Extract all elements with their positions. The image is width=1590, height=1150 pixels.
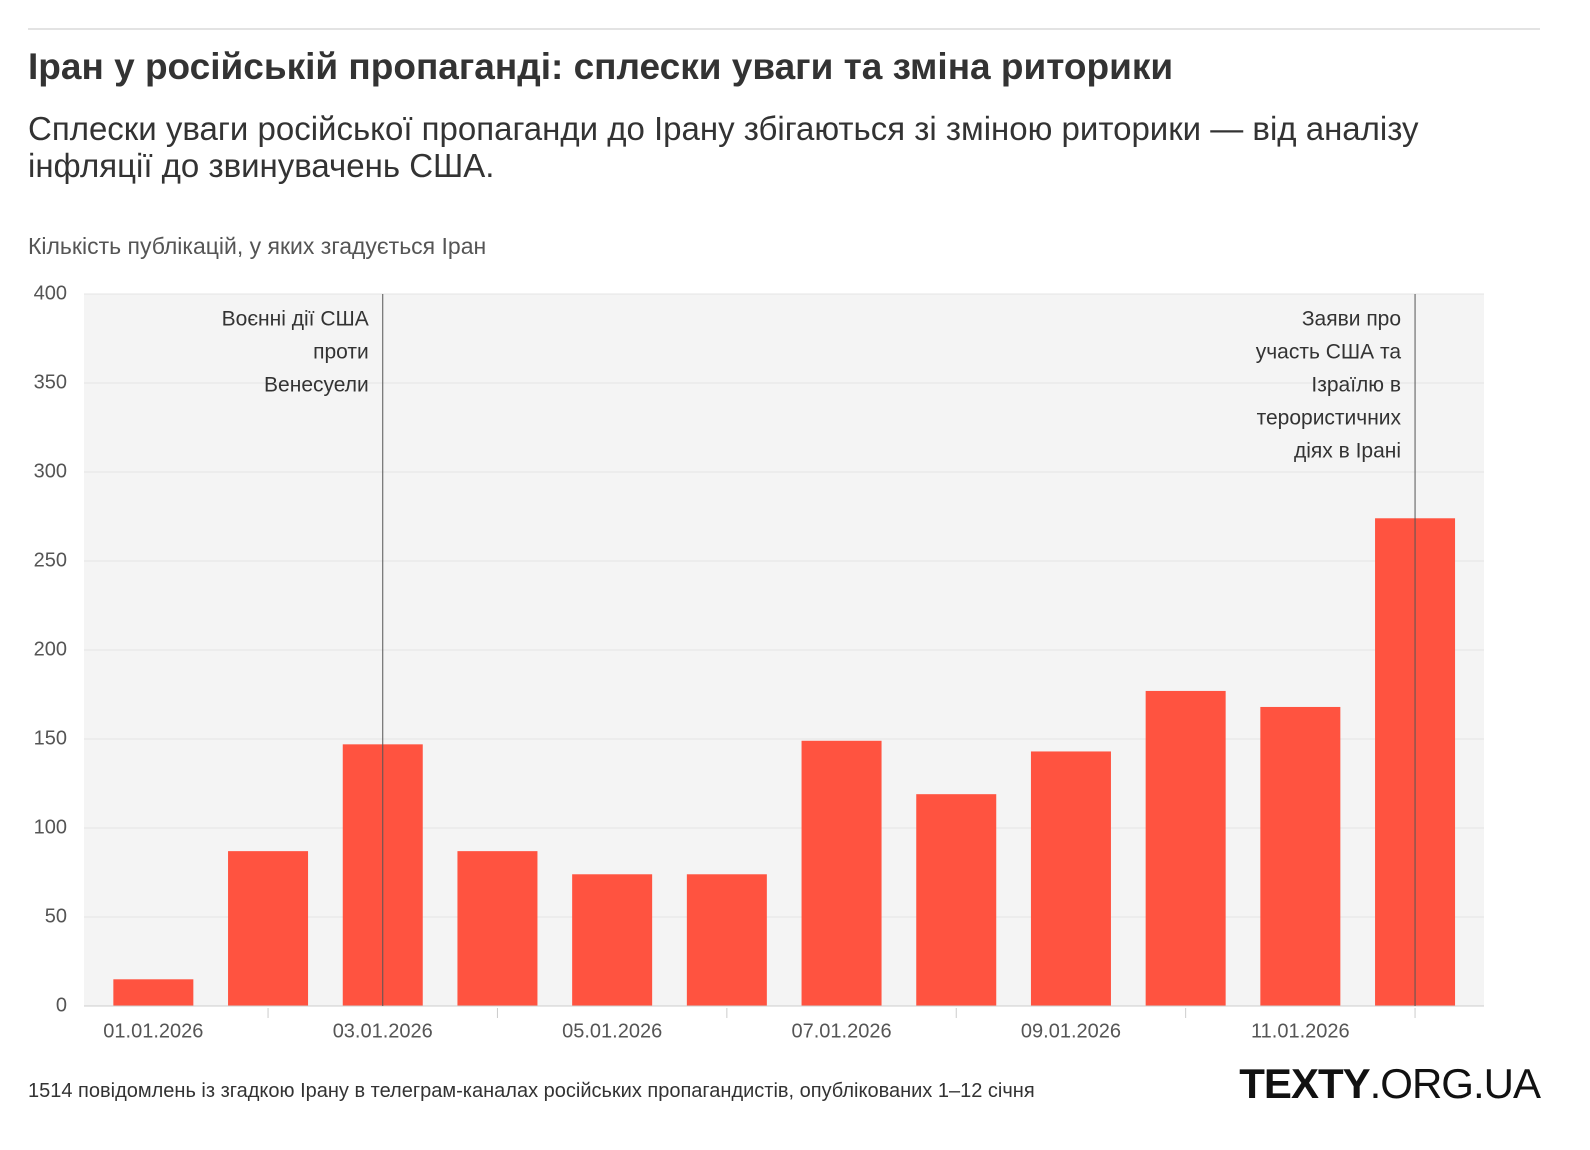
- bar: [572, 874, 653, 1006]
- bar: [916, 794, 997, 1006]
- x-tick-label: 01.01.2026: [103, 1020, 203, 1042]
- y-tick-label: 200: [34, 638, 67, 660]
- x-tick-label: 05.01.2026: [562, 1020, 662, 1042]
- logo-rest: .ORG.UA: [1369, 1060, 1541, 1107]
- footnote: 1514 повідомлень із згадкою Ірану в теле…: [28, 1080, 1035, 1102]
- top-rule: [28, 28, 1540, 30]
- bar: [113, 979, 194, 1006]
- bar: [801, 740, 882, 1006]
- y-tick-label: 50: [45, 905, 67, 927]
- bar: [1260, 706, 1341, 1006]
- x-tick-label: 03.01.2026: [333, 1020, 433, 1042]
- annotation-text: Венесуели: [264, 374, 369, 397]
- y-tick-label: 300: [34, 460, 67, 482]
- bar: [1030, 751, 1111, 1006]
- bar: [686, 874, 767, 1006]
- annotation-text: Заяви про: [1302, 308, 1401, 331]
- y-tick-label: 250: [34, 549, 67, 571]
- annotation-text: проти: [313, 341, 369, 364]
- annotation-text: Воєнні дії США: [222, 308, 369, 331]
- chart-subtitle: Сплески уваги російської пропаганди до І…: [28, 110, 1419, 184]
- y-tick-label: 0: [56, 994, 67, 1016]
- x-tick-label: 07.01.2026: [791, 1020, 891, 1042]
- y-axis-label: Кількість публікацій, у яких згадується …: [28, 233, 486, 259]
- bar: [457, 851, 538, 1006]
- bar: [1145, 690, 1226, 1006]
- annotation-text: терористичних: [1257, 407, 1402, 430]
- y-tick-label: 100: [34, 816, 67, 838]
- annotation-text: Ізраїлю в: [1311, 374, 1401, 397]
- annotation-text: участь США та: [1256, 341, 1402, 364]
- y-tick-label: 400: [34, 282, 67, 304]
- y-tick-label: 350: [34, 371, 67, 393]
- x-tick-label: 09.01.2026: [1021, 1020, 1121, 1042]
- annotation-text: діях в Ірані: [1294, 440, 1401, 463]
- logo-bold: TEXTY: [1239, 1060, 1370, 1107]
- x-tick-label: 11.01.2026: [1251, 1020, 1350, 1042]
- bar: [228, 851, 309, 1006]
- logo: TEXTY.ORG.UA: [1239, 1060, 1541, 1108]
- y-tick-label: 150: [34, 727, 67, 749]
- chart-title: Іран у російській пропаганді: сплески ув…: [28, 46, 1174, 87]
